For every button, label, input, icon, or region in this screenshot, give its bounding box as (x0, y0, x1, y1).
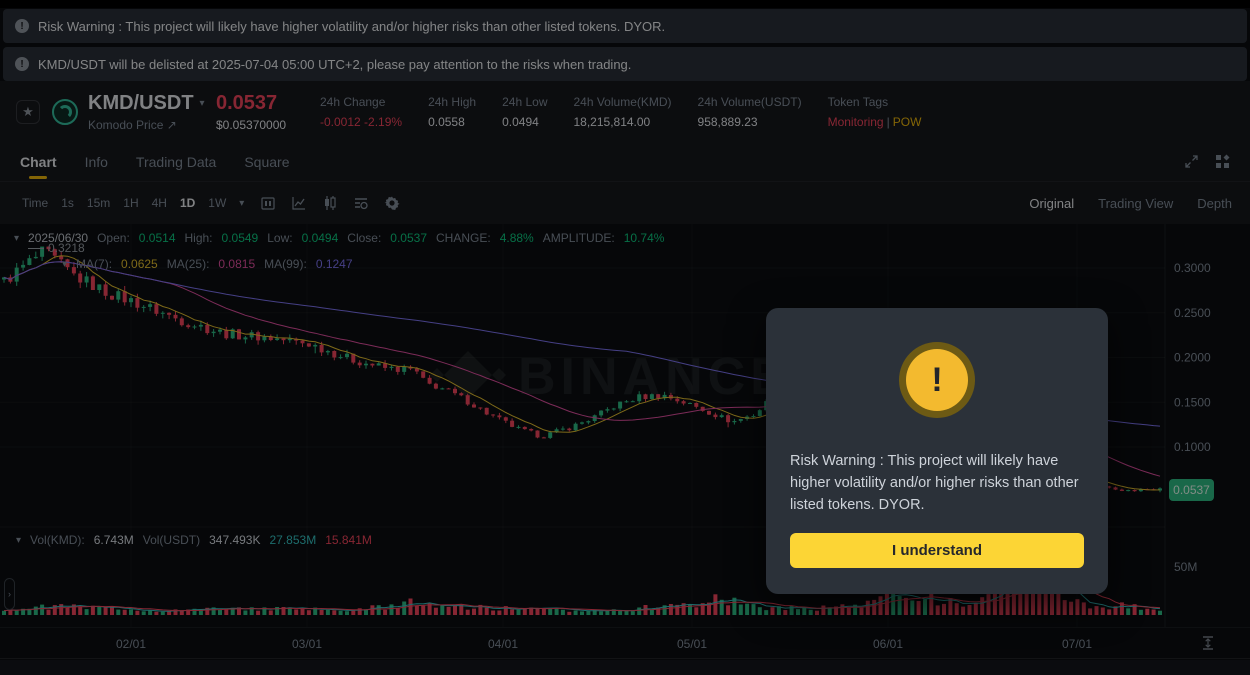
interval-1h[interactable]: 1H (123, 196, 139, 210)
modal-warning-text: Risk Warning : This project will likely … (790, 453, 1079, 513)
line-chart-icon[interactable] (291, 195, 307, 211)
x-axis-label: 03/01 (291, 637, 323, 651)
tag-monitoring[interactable]: Monitoring (827, 114, 884, 129)
token-tags: Token Tags Monitoring | POW (827, 94, 922, 129)
stat-24h-volume-kmd: 24h Volume(KMD) 18,215,814.00 (573, 94, 672, 129)
top-strip (0, 0, 1250, 8)
svg-text:0.2000: 0.2000 (1174, 351, 1211, 365)
favorite-star-icon[interactable]: ★ (16, 99, 40, 124)
marker-dash (28, 247, 44, 249)
delisting-banner: ! KMD/USDT will be delisted at 2025-07-0… (3, 47, 1247, 81)
view-original[interactable]: Original (1029, 195, 1075, 211)
vol-kmd: 6.743M (93, 533, 134, 547)
svg-text:0.3000: 0.3000 (1174, 261, 1211, 275)
x-axis-label: 04/01 (487, 637, 519, 651)
usd-price: $0.05370000 (216, 117, 287, 132)
svg-text:50M: 50M (1174, 560, 1197, 574)
tab-square[interactable]: Square (244, 153, 290, 170)
external-link-icon: ↗ (166, 117, 177, 132)
tab-trading-data[interactable]: Trading Data (135, 153, 217, 170)
current-price-badge: 0.0537 (1169, 479, 1214, 501)
collapse-caret-icon[interactable]: ▾ (16, 534, 22, 546)
stat-24h-volume-usdt: 24h Volume(USDT) 958,889.23 (697, 94, 802, 129)
bottom-panel-edge (0, 660, 1250, 675)
risk-warning-banner: ! Risk Warning : This project will likel… (3, 9, 1247, 43)
panel-expand-chevron-icon[interactable]: › (4, 578, 15, 610)
x-axis-label: 06/01 (872, 637, 904, 651)
expand-icon[interactable] (1184, 154, 1199, 169)
chart-toolbar: Time 1s 15m 1H 4H 1D 1W ▾ Original (0, 182, 1250, 224)
pair-header: ★ KMD/USDT ▾ Komodo Price ↗ 0.0537 $0.05… (0, 81, 1250, 142)
price-block: 0.0537 $0.05370000 (216, 92, 300, 132)
stat-24h-low: 24h Low 0.0494 (502, 94, 548, 129)
x-axis-label: 02/01 (115, 637, 147, 651)
svg-text:0.2500: 0.2500 (1174, 306, 1211, 320)
ma-indicator-row: ▾ MA(7): 0.0625 MA(25): 0.0815 MA(99): 0.12… (62, 257, 353, 271)
candlestick-icon[interactable] (322, 195, 338, 211)
high-price-marker: 0.3218 (28, 241, 85, 255)
tab-chart[interactable]: Chart (20, 142, 57, 181)
stat-24h-high: 24h High 0.0558 (428, 94, 477, 129)
svg-text:0.1000: 0.1000 (1174, 440, 1211, 454)
header-stats: 24h Change -0.0012 -2.19% 24h High 0.055… (320, 95, 921, 129)
tag-pow[interactable]: POW (892, 114, 922, 129)
calendar-icon[interactable] (260, 195, 276, 211)
interval-1w[interactable]: 1W (208, 196, 227, 210)
tab-info[interactable]: Info (84, 153, 108, 170)
indicators-icon[interactable] (353, 195, 369, 211)
warning-icon: ! (15, 57, 29, 71)
ohlc-low: 0.0494 (301, 231, 339, 245)
volume-info-row: ▾ Vol(KMD): 6.743M Vol(USDT) 347.493K 27.8… (16, 533, 372, 547)
kmd-token-logo (52, 98, 78, 125)
i-understand-button[interactable]: I understand (790, 533, 1084, 568)
ohlc-amplitude: 10.74% (623, 231, 665, 245)
chevron-down-icon: ▾ (199, 97, 205, 109)
ohlc-change: 4.88% (499, 231, 534, 245)
interval-dropdown-icon[interactable]: ▾ (239, 197, 245, 209)
time-label: Time (22, 196, 49, 210)
risk-warning-modal: ! Risk Warning : This project will likel… (766, 308, 1108, 594)
layout-grid-icon[interactable] (1215, 154, 1230, 169)
x-axis-label: 05/01 (676, 637, 708, 651)
warning-icon: ! (15, 19, 29, 33)
view-trading-view[interactable]: Trading View (1098, 195, 1174, 211)
interval-1d[interactable]: 1D (179, 196, 196, 210)
pair-selector[interactable]: KMD/USDT ▾ Komodo Price ↗ (88, 92, 216, 132)
vol-usdt: 347.493K (209, 533, 261, 547)
interval-1s[interactable]: 1s (61, 196, 74, 210)
vol-ma10: 15.841M (325, 533, 372, 547)
interval-4h[interactable]: 4H (151, 196, 167, 210)
time-axis[interactable]: 02/01 03/01 04/01 05/01 06/01 07/01 (0, 627, 1250, 659)
ma7-value: 0.0625 (121, 257, 158, 271)
ohlc-high: 0.0549 (221, 231, 259, 245)
ohlc-close: 0.0537 (390, 231, 427, 245)
vol-ma5: 27.853M (269, 533, 317, 547)
ohlc-open: 0.0514 (138, 231, 176, 245)
ma25-value: 0.0815 (218, 257, 256, 271)
view-depth[interactable]: Depth (1197, 195, 1232, 211)
svg-text:0.1500: 0.1500 (1174, 395, 1211, 409)
pair-subtitle-link[interactable]: Komodo Price ↗ (88, 117, 177, 132)
settings-gear-icon[interactable] (384, 195, 400, 211)
ohlc-date: 2025/06/30 (28, 231, 89, 245)
collapse-caret-icon[interactable]: ▾ (14, 232, 20, 244)
interval-15m[interactable]: 15m (86, 196, 111, 210)
chart-view-tabs: Original Trading View Depth (1029, 196, 1232, 211)
scale-adjust-icon[interactable] (1200, 635, 1216, 651)
exclamation-icon: ! (906, 349, 968, 411)
exclamation-icon-ring: ! (899, 342, 975, 418)
risk-warning-text: Risk Warning : This project will likely … (38, 18, 666, 34)
last-price: 0.0537 (216, 91, 278, 114)
collapse-caret-icon[interactable]: ▾ (62, 258, 68, 270)
ohlc-info-row: ▾ 2025/06/30 Open: 0.0514 High: 0.0549 Low… (14, 231, 665, 245)
main-tabs: Chart Info Trading Data Square (0, 142, 1250, 182)
ma99-value: 0.1247 (315, 257, 353, 271)
delisting-text: KMD/USDT will be delisted at 2025-07-04 … (38, 56, 632, 72)
pair-name: KMD/USDT (88, 91, 194, 114)
stat-24h-change: 24h Change -0.0012 -2.19% (320, 94, 403, 129)
x-axis-label: 07/01 (1061, 637, 1093, 651)
